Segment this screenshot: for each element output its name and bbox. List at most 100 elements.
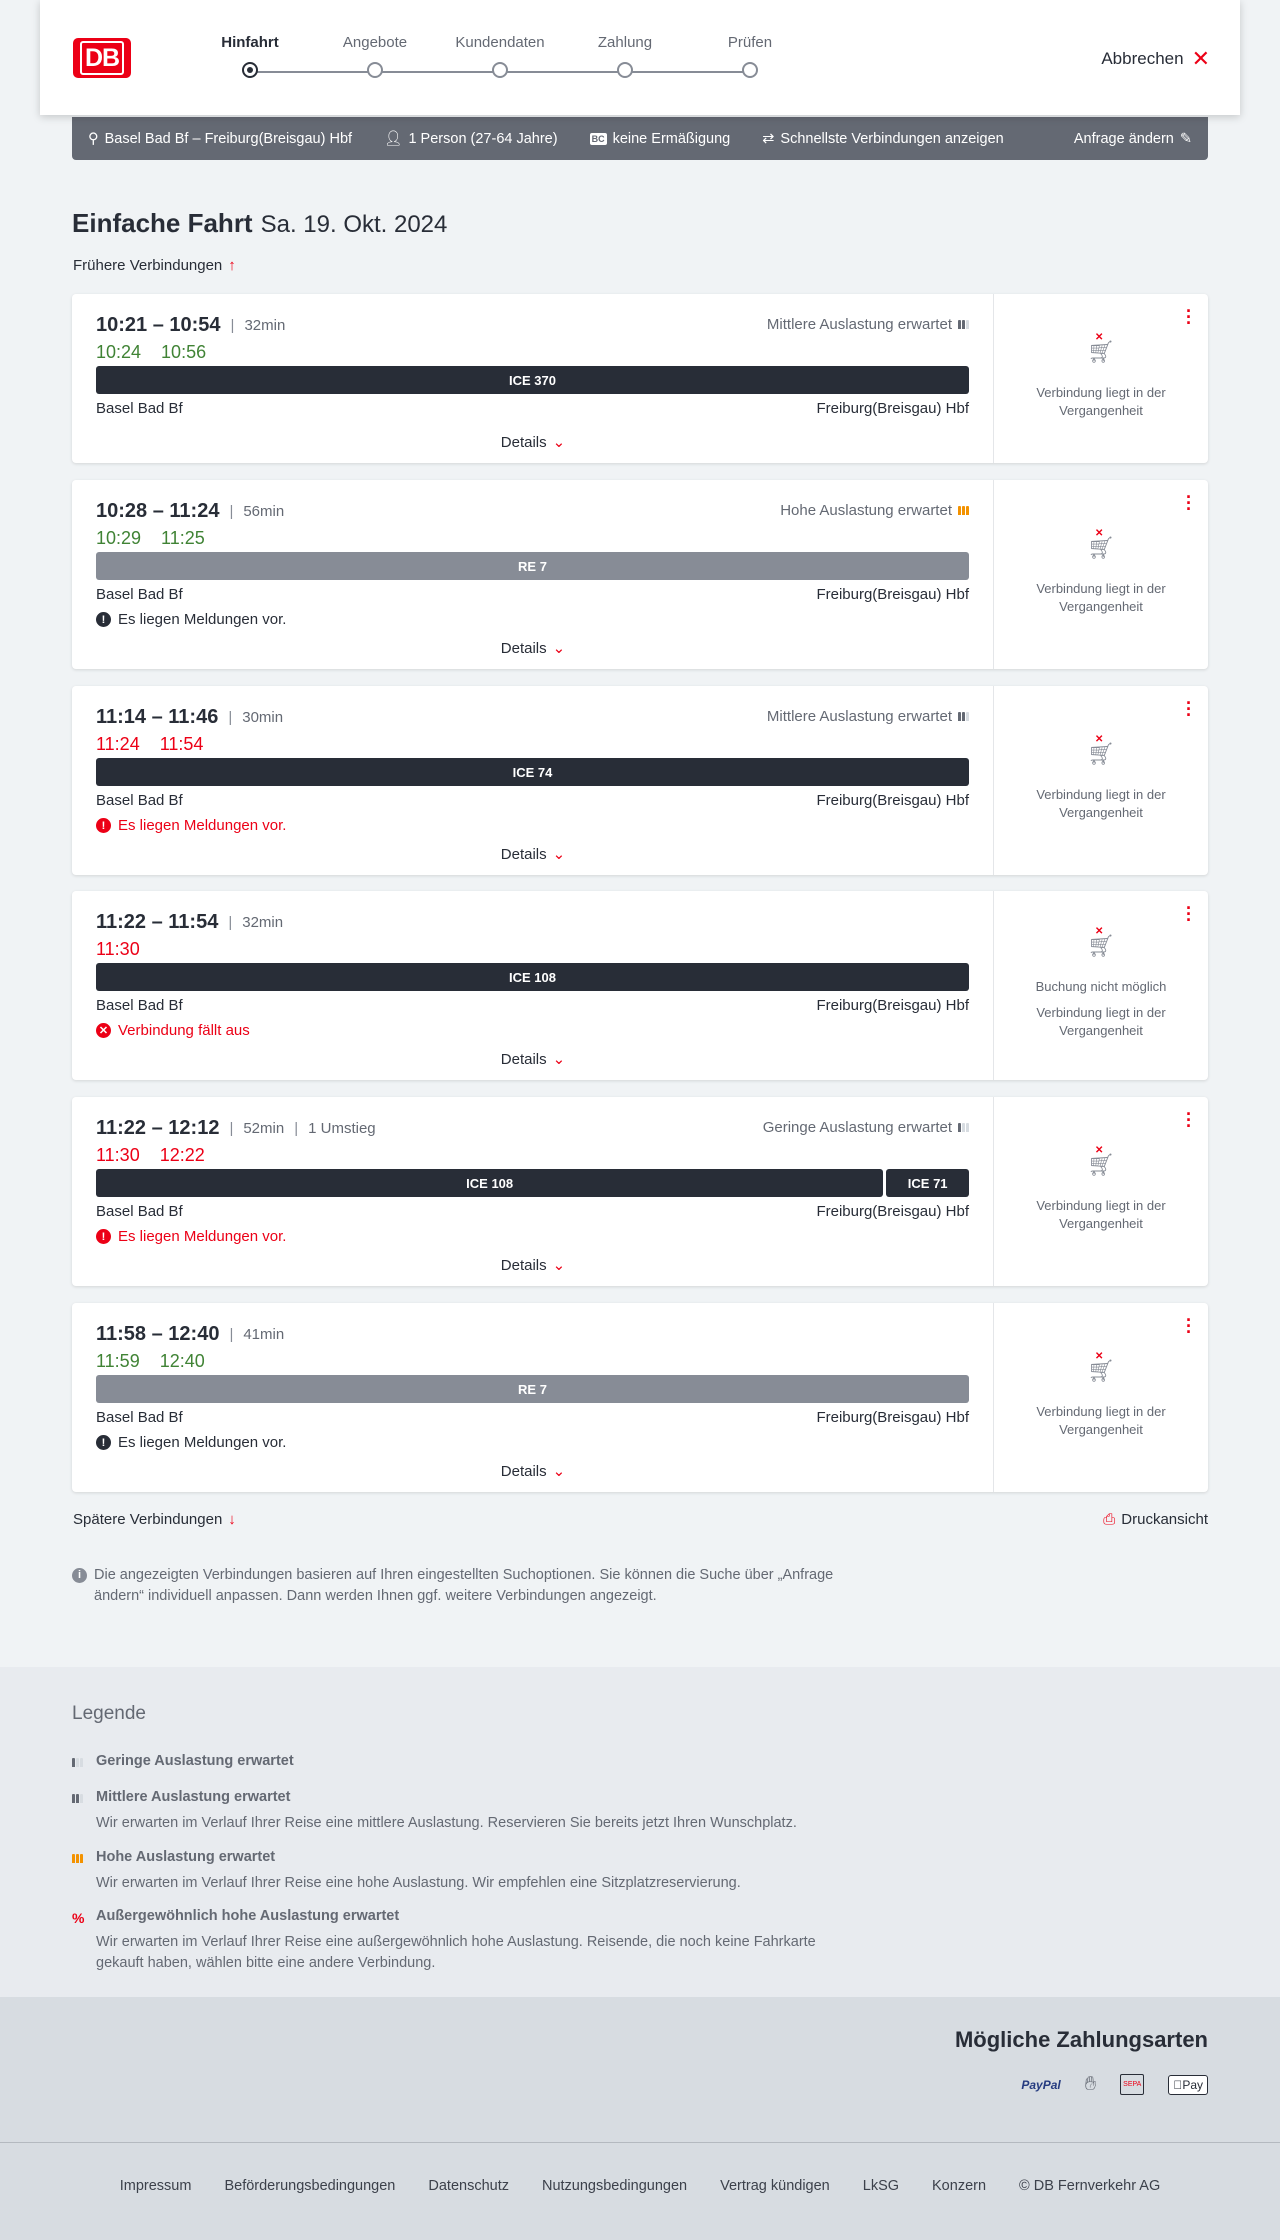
later-connections-link[interactable]: Spätere Verbindungen ↓	[73, 1511, 236, 1528]
earlier-connections-link[interactable]: Frühere Verbindungen ↑	[73, 257, 236, 274]
details-toggle[interactable]: Details ⌄	[72, 433, 994, 451]
search-summary-bar: ⚲ Basel Bad Bf – Freiburg(Breisgau) Hbf 👤…	[72, 117, 1208, 160]
details-label: Details	[500, 1257, 547, 1274]
occupancy-text: Mittlere Auslastung erwartet	[766, 708, 952, 725]
realtime: 12:40	[159, 1351, 205, 1371]
edit-request-button[interactable]: Anfrage ändern ✎	[1074, 131, 1192, 147]
pencil-icon: ✎	[1179, 130, 1192, 147]
footer-link[interactable]: LkSG	[862, 2178, 900, 2194]
message: ! Es liegen Meldungen vor.	[96, 611, 286, 628]
more-options-icon[interactable]: · · ·	[1186, 1310, 1192, 1342]
details-toggle[interactable]: Details ⌄	[72, 1462, 994, 1480]
booking-area: 🛒︎ ✕ Buchung nicht möglich Verbindung liegt…	[994, 891, 1208, 1080]
booking-area: 🛒︎ ✕ Verbindung liegt in der Vergangenheit	[994, 1303, 1208, 1492]
cart-unavailable-icon: 🛒︎ ✕	[1087, 925, 1115, 958]
message-text: Es liegen Meldungen vor.	[118, 817, 287, 834]
details-toggle[interactable]: Details ⌄	[72, 1256, 994, 1274]
connection-info: 10:28 – 11:24 | 56min 10:29 11:25 Hohe Auslas…	[72, 480, 994, 669]
booking-area: 🛒︎ ✕ Verbindung liegt in der Vergangenheit	[994, 1097, 1208, 1286]
more-options-icon[interactable]: · · ·	[1186, 1104, 1192, 1136]
planned-times: 11:14 – 11:46	[96, 706, 219, 728]
planned-times: 11:22 – 11:54	[96, 911, 219, 933]
footer-link[interactable]: Datenschutz	[428, 2178, 509, 2194]
realtime: 11:24	[96, 734, 140, 754]
details-label: Details	[500, 640, 547, 657]
train-bar[interactable]: ICE 71	[886, 1169, 969, 1197]
train-bars: RE 7	[96, 552, 969, 580]
train-bar[interactable]: ICE 108	[96, 1169, 884, 1197]
footer-link[interactable]: Beförderungsbedingungen	[224, 2178, 396, 2194]
step-label: Angebote	[342, 34, 408, 51]
details-toggle[interactable]: Details ⌄	[72, 639, 994, 657]
legend-item: Hohe Auslastung erwartet Wir erwarten im …	[72, 1849, 856, 1894]
train-bar[interactable]: RE 7	[96, 1375, 969, 1403]
legend-item-text: Wir erwarten im Verlauf Ihrer Reise eine…	[96, 1875, 741, 1891]
print-label: Druckansicht	[1121, 1511, 1208, 1528]
info-icon: i	[72, 1568, 87, 1583]
db-logo[interactable]: DB	[73, 38, 131, 78]
step-label: Hinfahrt	[221, 34, 279, 51]
print-view-link[interactable]: ⎙ Druckansicht	[1103, 1511, 1208, 1528]
footer-link[interactable]: © DB Fernverkehr AG	[1019, 2178, 1161, 2194]
details-toggle[interactable]: Details ⌄	[72, 845, 994, 863]
arrow-up-icon: ↑	[228, 257, 236, 274]
apple-pay-text: Pay	[1182, 2077, 1203, 2092]
more-options-icon[interactable]: · · ·	[1186, 301, 1192, 333]
connection-info: 11:14 – 11:46 | 30min 11:24 11:54 Mittlere Au…	[72, 686, 994, 875]
legend-item: Mittlere Auslastung erwartet Wir erwarten…	[72, 1789, 856, 1834]
realtime: 11:30	[96, 1145, 140, 1165]
edit-request-label: Anfrage ändern	[1073, 130, 1174, 147]
step-dot	[242, 62, 258, 78]
duration: 41min	[243, 1326, 285, 1343]
occupancy-text: Geringe Auslastung erwartet	[762, 1119, 952, 1136]
transfers: 1 Umstieg	[308, 1120, 376, 1137]
occupancy-text: Mittlere Auslastung erwartet	[766, 316, 952, 333]
legend-title: Legende	[72, 1703, 146, 1724]
footer-link[interactable]: Nutzungsbedingungen	[541, 2178, 688, 2194]
realtime: 11:25	[161, 528, 205, 548]
cancel-button[interactable]: Abbrechen ✕	[1101, 46, 1210, 72]
legend-section: Legende Geringe Auslastung erwartet Mittl…	[0, 1667, 1280, 1997]
more-options-icon[interactable]: · · ·	[1186, 898, 1192, 930]
message-text: Verbindung fällt aus	[118, 1022, 250, 1039]
occupancy-icon	[958, 712, 969, 721]
more-options-icon[interactable]: · · ·	[1186, 487, 1192, 519]
details-toggle[interactable]: Details ⌄	[72, 1050, 994, 1068]
train-bar[interactable]: ICE 370	[96, 366, 969, 394]
search-mode-text: Schnellste Verbindungen anzeigen	[780, 130, 1004, 147]
credit-card-hand-icon: ✋︎	[1084, 2073, 1097, 2095]
route-text: Basel Bad Bf – Freiburg(Breisgau) Hbf	[104, 130, 353, 147]
realtime-times: 10:29 11:25	[96, 528, 205, 549]
payment-title: Mögliche Zahlungsarten	[954, 2027, 1208, 2052]
booking-status: Verbindung liegt in der Vergangenheit	[1036, 384, 1166, 418]
occupancy-exceptional-icon: %	[72, 1910, 85, 1926]
train-bar[interactable]: ICE 108	[96, 963, 969, 991]
footer-link[interactable]: Impressum	[119, 2178, 192, 2194]
bahncard-icon: BC	[589, 132, 607, 145]
step-dot	[492, 62, 508, 78]
printer-icon: ⎙	[1103, 1511, 1116, 1528]
cancelled-icon: ✕	[96, 1023, 111, 1038]
booking-status: Verbindung liegt in der Vergangenheit	[1036, 1197, 1166, 1231]
chevron-down-icon: ⌄	[552, 1257, 566, 1274]
connection-card: 11:58 – 12:40 | 41min 11:59 12:40 RE 7 Basel B…	[72, 1303, 1208, 1492]
train-bar[interactable]: ICE 74	[96, 758, 969, 786]
later-label: Spätere Verbindungen	[73, 1511, 223, 1528]
realtime: 10:56	[161, 342, 207, 362]
legend-item-title: Außergewöhnlich hohe Auslastung erwartet	[96, 1908, 400, 1924]
step-2: Kundendaten	[440, 34, 560, 78]
footer-link[interactable]: Vertrag kündigen	[720, 2178, 830, 2194]
occupancy: Geringe Auslastung erwartet	[763, 1119, 969, 1136]
connection-info: 11:58 – 12:40 | 41min 11:59 12:40 RE 7 Basel B…	[72, 1303, 994, 1492]
footer-link[interactable]: Konzern	[932, 2178, 987, 2194]
step-label: Zahlung	[597, 34, 653, 51]
chevron-down-icon: ⌄	[552, 640, 566, 657]
duration: 32min	[244, 317, 286, 334]
occupancy-text: Hohe Auslastung erwartet	[780, 502, 952, 519]
more-options-icon[interactable]: · · ·	[1186, 693, 1192, 725]
step-label: Kundendaten	[455, 34, 545, 51]
step-label: Prüfen	[727, 34, 773, 51]
cart-unavailable-icon: 🛒︎ ✕	[1087, 331, 1115, 364]
arrow-down-icon: ↓	[228, 1511, 236, 1528]
train-bar[interactable]: RE 7	[96, 552, 969, 580]
